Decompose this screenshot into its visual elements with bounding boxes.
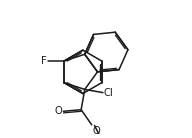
Text: O: O [55, 106, 63, 116]
Text: O: O [92, 126, 100, 136]
Text: F: F [41, 56, 47, 66]
Text: Cl: Cl [104, 88, 113, 98]
